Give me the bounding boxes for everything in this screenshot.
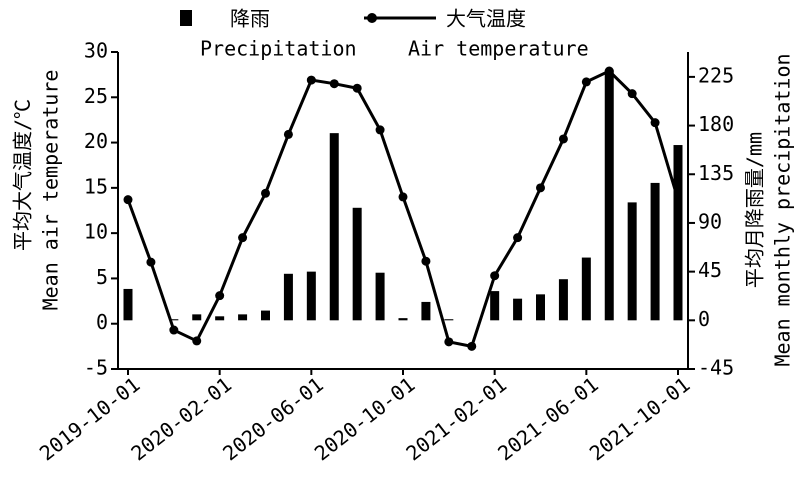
y2-tick-label: 180 xyxy=(698,112,734,136)
y-axis-label: Mean air temperature xyxy=(39,70,63,311)
y2-tick-label: 0 xyxy=(698,307,710,331)
bar xyxy=(673,145,683,321)
bar xyxy=(627,202,637,321)
marker xyxy=(467,341,477,351)
bar xyxy=(123,288,133,321)
marker xyxy=(490,271,500,281)
y2-tick-label: 135 xyxy=(698,161,734,185)
y-tick-label: 5 xyxy=(96,265,108,289)
x-tick-label: 2020-06-01 xyxy=(218,372,328,465)
legend-label: 大气温度 xyxy=(446,7,526,31)
y-tick-label: 30 xyxy=(84,39,108,63)
marker xyxy=(123,195,133,205)
bar xyxy=(215,316,225,321)
bar xyxy=(650,182,660,321)
legend-swatch xyxy=(367,13,377,23)
x-tick-label: 2021-06-01 xyxy=(493,372,603,465)
y-axis-label: 平均大气温度/℃ xyxy=(11,99,35,251)
marker xyxy=(513,233,523,243)
bar xyxy=(421,301,431,321)
y2-tick-label: 45 xyxy=(698,258,722,282)
marker xyxy=(192,336,202,346)
x-tick-label: 2020-02-01 xyxy=(126,372,236,465)
legend-label: Air temperature xyxy=(408,37,589,61)
marker xyxy=(261,188,270,198)
marker xyxy=(536,183,545,193)
marker xyxy=(283,129,293,139)
x-tick-label: 2020-10-01 xyxy=(310,372,420,465)
marker xyxy=(650,118,660,128)
marker xyxy=(352,83,362,93)
legend-label: Precipitation xyxy=(200,37,357,61)
bar xyxy=(192,314,202,321)
bar xyxy=(398,318,408,321)
marker xyxy=(627,89,637,99)
marker xyxy=(215,291,225,301)
x-tick-label: 2021-10-01 xyxy=(585,372,695,465)
marker xyxy=(169,325,179,335)
marker xyxy=(146,257,156,267)
line xyxy=(126,69,680,349)
x-tick-label: 2019-10-01 xyxy=(35,372,145,465)
marker xyxy=(558,134,568,144)
bar xyxy=(375,272,385,321)
bar xyxy=(604,70,614,321)
y-tick-label: 15 xyxy=(84,174,108,198)
marker xyxy=(673,195,683,205)
bar xyxy=(352,207,362,321)
y-tick-label: -5 xyxy=(84,356,108,380)
y-tick-label: 0 xyxy=(96,310,108,334)
bar xyxy=(329,133,339,321)
marker xyxy=(421,256,431,266)
marker xyxy=(398,192,408,202)
bar xyxy=(306,271,316,321)
bar xyxy=(513,298,523,321)
marker xyxy=(375,125,385,135)
marker xyxy=(306,75,316,85)
bar xyxy=(536,294,545,321)
marker xyxy=(604,66,614,76)
y2-tick-label: 225 xyxy=(698,63,734,87)
y2-axis-label: Mean monthly precipitation xyxy=(771,53,795,366)
bar xyxy=(261,310,270,321)
y2-tick-label: 90 xyxy=(698,209,722,233)
y2-axis-label: 平均月降雨量/mm xyxy=(743,132,767,288)
bar xyxy=(558,279,568,321)
bar xyxy=(283,273,293,321)
bar xyxy=(490,291,500,321)
y-tick-label: 20 xyxy=(84,129,108,153)
marker xyxy=(581,77,591,87)
x-tick-label: 2021-02-01 xyxy=(401,372,511,465)
y-tick-label: 25 xyxy=(84,84,108,108)
bar xyxy=(238,314,248,321)
marker xyxy=(444,337,454,347)
bar xyxy=(169,319,179,321)
legend-swatch xyxy=(180,10,192,26)
legend-label: 降雨 xyxy=(230,7,270,31)
bar xyxy=(444,319,454,321)
marker xyxy=(329,79,339,89)
y2-tick-label: -45 xyxy=(698,356,734,380)
y-tick-label: 10 xyxy=(84,220,108,244)
bar xyxy=(581,257,591,321)
marker xyxy=(238,233,248,243)
